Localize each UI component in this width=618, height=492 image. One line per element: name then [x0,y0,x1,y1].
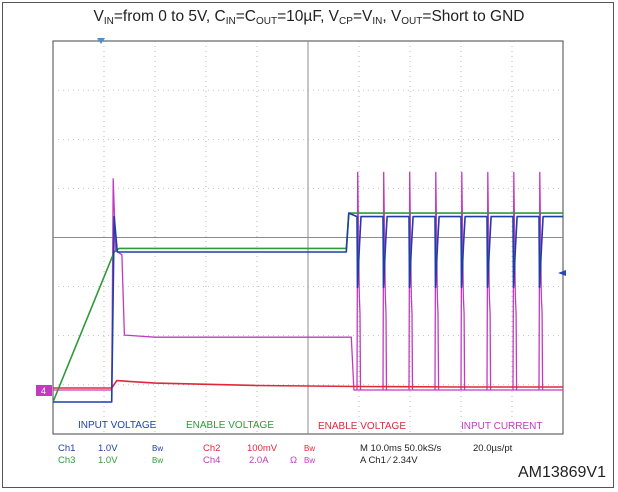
legend-input-voltage: INPUT VOLTAGE [78,420,157,431]
ch2-bw: Bw [304,444,315,453]
ch2-label: Ch2 [203,443,220,454]
ch4-omega: Ω [290,455,297,466]
point-interval: 20.0µs/pt [473,443,513,454]
trigger-setting: A Ch1 ⁄ 2.34V [360,455,418,466]
ch2-scale: 100mV [247,443,278,454]
trace-input-voltage [53,212,563,403]
ch3-bw: Bw [152,456,163,465]
figure-code: AM13869V1 [517,464,606,481]
grid [53,41,563,434]
legend-enable-voltage-red: ENABLE VOLTAGE [318,421,406,432]
chart-title: VIN=from 0 to 5V, CIN=COUT=10µF, VCP=VIN… [93,8,525,27]
trigger-position-marker [97,38,105,44]
scope-settings: Ch1 1.0V Bw Ch2 100mV Bw Ch3 1.0V Bw Ch4… [58,443,513,466]
ch4-ground-marker [36,385,52,396]
ch3-label: Ch3 [58,455,75,466]
ch1-scale: 1.0V [98,443,118,454]
ch4-scale: 2.0A [249,455,269,466]
timebase-setting: M 10.0ms 50.0kS/s [360,443,442,454]
ch1-label: Ch1 [58,443,75,454]
legend-enable-voltage-green: ENABLE VOLTAGE [186,420,274,431]
ch4-label: Ch4 [203,455,220,466]
ch4-ground-marker-label: 4 [41,386,46,396]
legend-input-current: INPUT CURRENT [461,421,542,432]
traces [52,171,564,403]
ch1-bw: Bw [152,444,163,453]
trigger-level-marker [558,270,566,276]
ch3-scale: 1.0V [98,455,118,466]
ch4-bw: Bw [304,456,315,465]
